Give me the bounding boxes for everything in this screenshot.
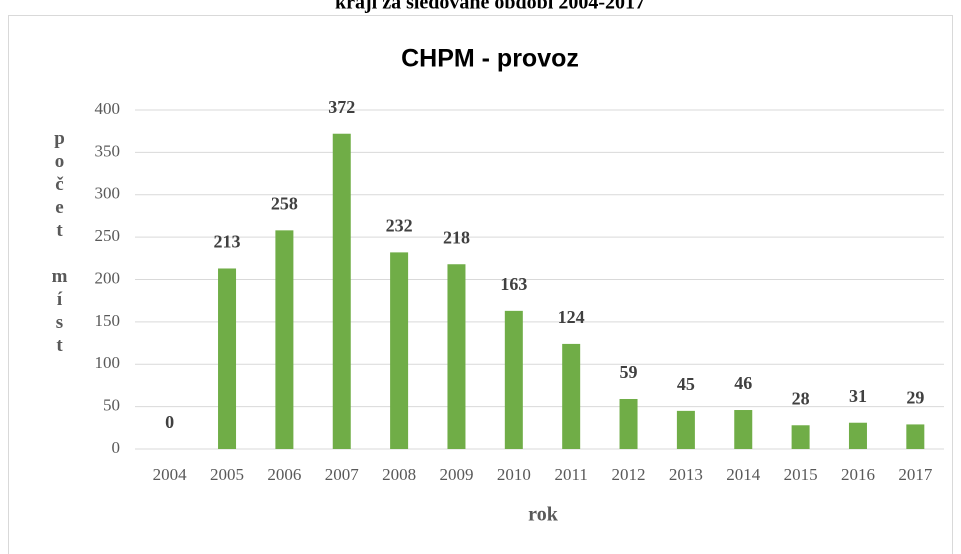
- x-tick-label: 2009: [439, 465, 473, 484]
- y-tick-label: 100: [95, 353, 121, 372]
- bar: [504, 310, 523, 449]
- data-label: 124: [558, 307, 585, 327]
- bar: [562, 343, 581, 449]
- data-label: 29: [906, 388, 924, 408]
- data-label: 258: [271, 193, 298, 213]
- x-tick-label: 2004: [153, 465, 188, 484]
- x-tick-label: 2011: [554, 465, 587, 484]
- y-tick-label: 350: [95, 141, 121, 160]
- y-tick-label: 50: [103, 396, 120, 415]
- x-tick-label: 2005: [210, 465, 244, 484]
- y-tick-label: 200: [95, 268, 121, 287]
- data-label: 59: [620, 362, 638, 382]
- data-label: 213: [214, 232, 241, 252]
- data-label: 0: [165, 412, 174, 432]
- data-label: 218: [443, 227, 470, 247]
- x-tick-label: 2013: [669, 465, 703, 484]
- x-tick-label: 2007: [325, 465, 360, 484]
- y-tick-label: 400: [95, 99, 121, 118]
- bar: [734, 410, 753, 449]
- x-tick-label: 2008: [382, 465, 416, 484]
- bar: [676, 410, 695, 449]
- y-tick-label: 150: [95, 311, 121, 330]
- x-tick-label: 2012: [612, 465, 646, 484]
- y-tick-label: 250: [95, 226, 121, 245]
- y-tick-label: 300: [95, 184, 121, 203]
- data-label: 372: [328, 97, 355, 117]
- bar: [791, 425, 810, 449]
- bar: [275, 230, 294, 449]
- chart-frame: [8, 15, 953, 554]
- y-axis-label: počet míst: [49, 128, 70, 358]
- data-label: 46: [734, 373, 752, 393]
- data-label: 31: [849, 386, 867, 406]
- x-tick-label: 2015: [784, 465, 818, 484]
- x-tick-label: 2010: [497, 465, 531, 484]
- bar: [447, 264, 466, 449]
- x-axis-label: rok: [528, 504, 559, 526]
- bar: [218, 268, 237, 449]
- x-tick-label: 2006: [267, 465, 301, 484]
- page-caption: kraji za sledované období 2004-2017: [335, 0, 645, 14]
- y-tick-label: 0: [112, 438, 121, 457]
- bar: [848, 422, 867, 449]
- x-tick-label: 2014: [726, 465, 761, 484]
- bar: [906, 424, 925, 449]
- data-label: 45: [677, 374, 695, 394]
- bar: [332, 133, 351, 450]
- x-tick-label: 2017: [898, 465, 933, 484]
- chart-title: CHPM - provoz: [401, 45, 579, 73]
- data-label: 232: [386, 216, 413, 236]
- x-tick-label: 2016: [841, 465, 875, 484]
- bar: [619, 398, 638, 449]
- data-label: 163: [500, 274, 527, 294]
- data-label: 28: [792, 388, 810, 408]
- bar: [390, 252, 409, 449]
